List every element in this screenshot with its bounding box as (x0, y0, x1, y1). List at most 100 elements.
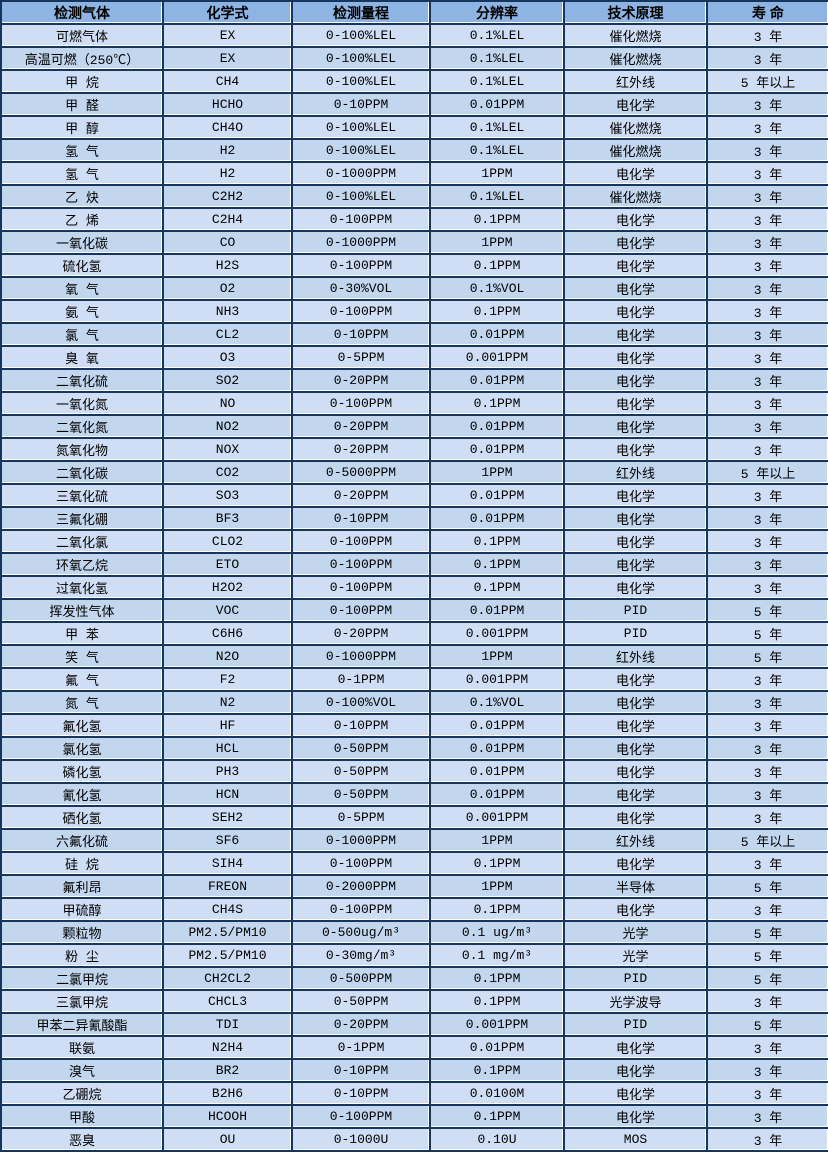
cell-gas: 甲 醛 (0, 92, 164, 117)
table-row: 甲酸 HCOOH 0-100PPM 0.1PPM 电化学 3 年 (0, 1104, 828, 1129)
column-header-range: 检测量程 (291, 0, 431, 25)
cell-principle: 电化学 (563, 276, 708, 301)
cell-principle: 电化学 (563, 782, 708, 807)
cell-resolution: 0.10U (429, 1127, 565, 1152)
cell-formula: SO3 (162, 483, 293, 508)
cell-lifetime: 3 年 (706, 46, 828, 71)
cell-formula: SO2 (162, 368, 293, 393)
cell-range: 0-100PPM (291, 207, 431, 232)
cell-gas: 粉 尘 (0, 943, 164, 968)
cell-gas: 六氟化硫 (0, 828, 164, 853)
cell-gas: 甲 烷 (0, 69, 164, 94)
cell-range: 0-100PPM (291, 529, 431, 554)
cell-range: 0-20PPM (291, 483, 431, 508)
cell-resolution: 0.1PPM (429, 552, 565, 577)
table-row: 三氟化硼 BF3 0-10PPM 0.01PPM 电化学 3 年 (0, 506, 828, 531)
cell-lifetime: 3 年 (706, 299, 828, 324)
cell-formula: O3 (162, 345, 293, 370)
cell-gas: 三氧化硫 (0, 483, 164, 508)
cell-resolution: 0.1%VOL (429, 276, 565, 301)
cell-formula: C6H6 (162, 621, 293, 646)
cell-principle: 电化学 (563, 713, 708, 738)
cell-gas: 一氧化氮 (0, 391, 164, 416)
cell-principle: PID (563, 621, 708, 646)
cell-gas: 三氟化硼 (0, 506, 164, 531)
table-row: 甲 烷 CH4 0-100%LEL 0.1%LEL 红外线 5 年以上 (0, 69, 828, 94)
cell-lifetime: 3 年 (706, 552, 828, 577)
cell-lifetime: 3 年 (706, 253, 828, 278)
cell-range: 0-50PPM (291, 782, 431, 807)
cell-lifetime: 3 年 (706, 506, 828, 531)
cell-lifetime: 3 年 (706, 1104, 828, 1129)
cell-principle: 光学波导 (563, 989, 708, 1014)
cell-resolution: 0.01PPM (429, 598, 565, 623)
cell-range: 0-1000PPM (291, 230, 431, 255)
cell-principle: 催化燃烧 (563, 115, 708, 140)
cell-gas: 一氧化碳 (0, 230, 164, 255)
cell-gas: 氮 气 (0, 690, 164, 715)
cell-formula: SF6 (162, 828, 293, 853)
cell-gas: 氨 气 (0, 299, 164, 324)
table-row: 二氧化碳 CO2 0-5000PPM 1PPM 红外线 5 年以上 (0, 460, 828, 485)
cell-range: 0-1000U (291, 1127, 431, 1152)
table-row: 甲 苯 C6H6 0-20PPM 0.001PPM PID 5 年 (0, 621, 828, 646)
cell-principle: 电化学 (563, 161, 708, 186)
cell-resolution: 0.1%LEL (429, 69, 565, 94)
cell-resolution: 0.1PPM (429, 851, 565, 876)
table-row: 氯 气 CL2 0-10PPM 0.01PPM 电化学 3 年 (0, 322, 828, 347)
cell-formula: H2O2 (162, 575, 293, 600)
cell-gas: 氯化氢 (0, 736, 164, 761)
cell-resolution: 0.01PPM (429, 92, 565, 117)
cell-gas: 溴气 (0, 1058, 164, 1083)
table-row: 笑 气 N2O 0-1000PPM 1PPM 红外线 5 年 (0, 644, 828, 669)
cell-principle: 电化学 (563, 552, 708, 577)
column-header-principle: 技术原理 (563, 0, 708, 25)
cell-principle: 催化燃烧 (563, 46, 708, 71)
table-row: 二氧化氮 NO2 0-20PPM 0.01PPM 电化学 3 年 (0, 414, 828, 439)
cell-range: 0-100%LEL (291, 46, 431, 71)
column-header-gas: 检测气体 (0, 0, 164, 25)
cell-resolution: 0.1PPM (429, 1104, 565, 1129)
cell-formula: PM2.5/PM10 (162, 920, 293, 945)
cell-range: 0-100%VOL (291, 690, 431, 715)
cell-gas: 氟化氢 (0, 713, 164, 738)
cell-principle: 电化学 (563, 253, 708, 278)
cell-principle: 电化学 (563, 437, 708, 462)
cell-gas: 乙 炔 (0, 184, 164, 209)
cell-principle: 电化学 (563, 1081, 708, 1106)
table-row: 乙 烯 C2H4 0-100PPM 0.1PPM 电化学 3 年 (0, 207, 828, 232)
cell-gas: 氟 气 (0, 667, 164, 692)
cell-formula: CL2 (162, 322, 293, 347)
cell-range: 0-5000PPM (291, 460, 431, 485)
cell-principle: 电化学 (563, 92, 708, 117)
cell-range: 0-10PPM (291, 1081, 431, 1106)
table-row: 甲苯二异氰酸酯 TDI 0-20PPM 0.001PPM PID 5 年 (0, 1012, 828, 1037)
table-row: 氟 气 F2 0-1PPM 0.001PPM 电化学 3 年 (0, 667, 828, 692)
cell-resolution: 1PPM (429, 460, 565, 485)
table-row: 乙 炔 C2H2 0-100%LEL 0.1%LEL 催化燃烧 3 年 (0, 184, 828, 209)
table-row: 恶臭 OU 0-1000U 0.10U MOS 3 年 (0, 1127, 828, 1152)
cell-formula: C2H2 (162, 184, 293, 209)
cell-formula: OU (162, 1127, 293, 1152)
cell-formula: HCHO (162, 92, 293, 117)
cell-formula: N2H4 (162, 1035, 293, 1060)
cell-formula: BF3 (162, 506, 293, 531)
table-row: 可燃气体 EX 0-100%LEL 0.1%LEL 催化燃烧 3 年 (0, 23, 828, 48)
table-row: 氧 气 O2 0-30%VOL 0.1%VOL 电化学 3 年 (0, 276, 828, 301)
cell-formula: C2H4 (162, 207, 293, 232)
cell-formula: F2 (162, 667, 293, 692)
table-row: 氯化氢 HCL 0-50PPM 0.01PPM 电化学 3 年 (0, 736, 828, 761)
cell-gas: 硒化氢 (0, 805, 164, 830)
table-row: 磷化氢 PH3 0-50PPM 0.01PPM 电化学 3 年 (0, 759, 828, 784)
cell-resolution: 0.1%LEL (429, 23, 565, 48)
cell-principle: 电化学 (563, 414, 708, 439)
cell-formula: FREON (162, 874, 293, 899)
cell-range: 0-1000PPM (291, 644, 431, 669)
cell-resolution: 0.01PPM (429, 713, 565, 738)
column-header-formula: 化学式 (162, 0, 293, 25)
cell-resolution: 0.1 ug/m³ (429, 920, 565, 945)
cell-lifetime: 3 年 (706, 92, 828, 117)
table-row: 硫化氢 H2S 0-100PPM 0.1PPM 电化学 3 年 (0, 253, 828, 278)
cell-principle: 电化学 (563, 299, 708, 324)
cell-resolution: 0.001PPM (429, 805, 565, 830)
